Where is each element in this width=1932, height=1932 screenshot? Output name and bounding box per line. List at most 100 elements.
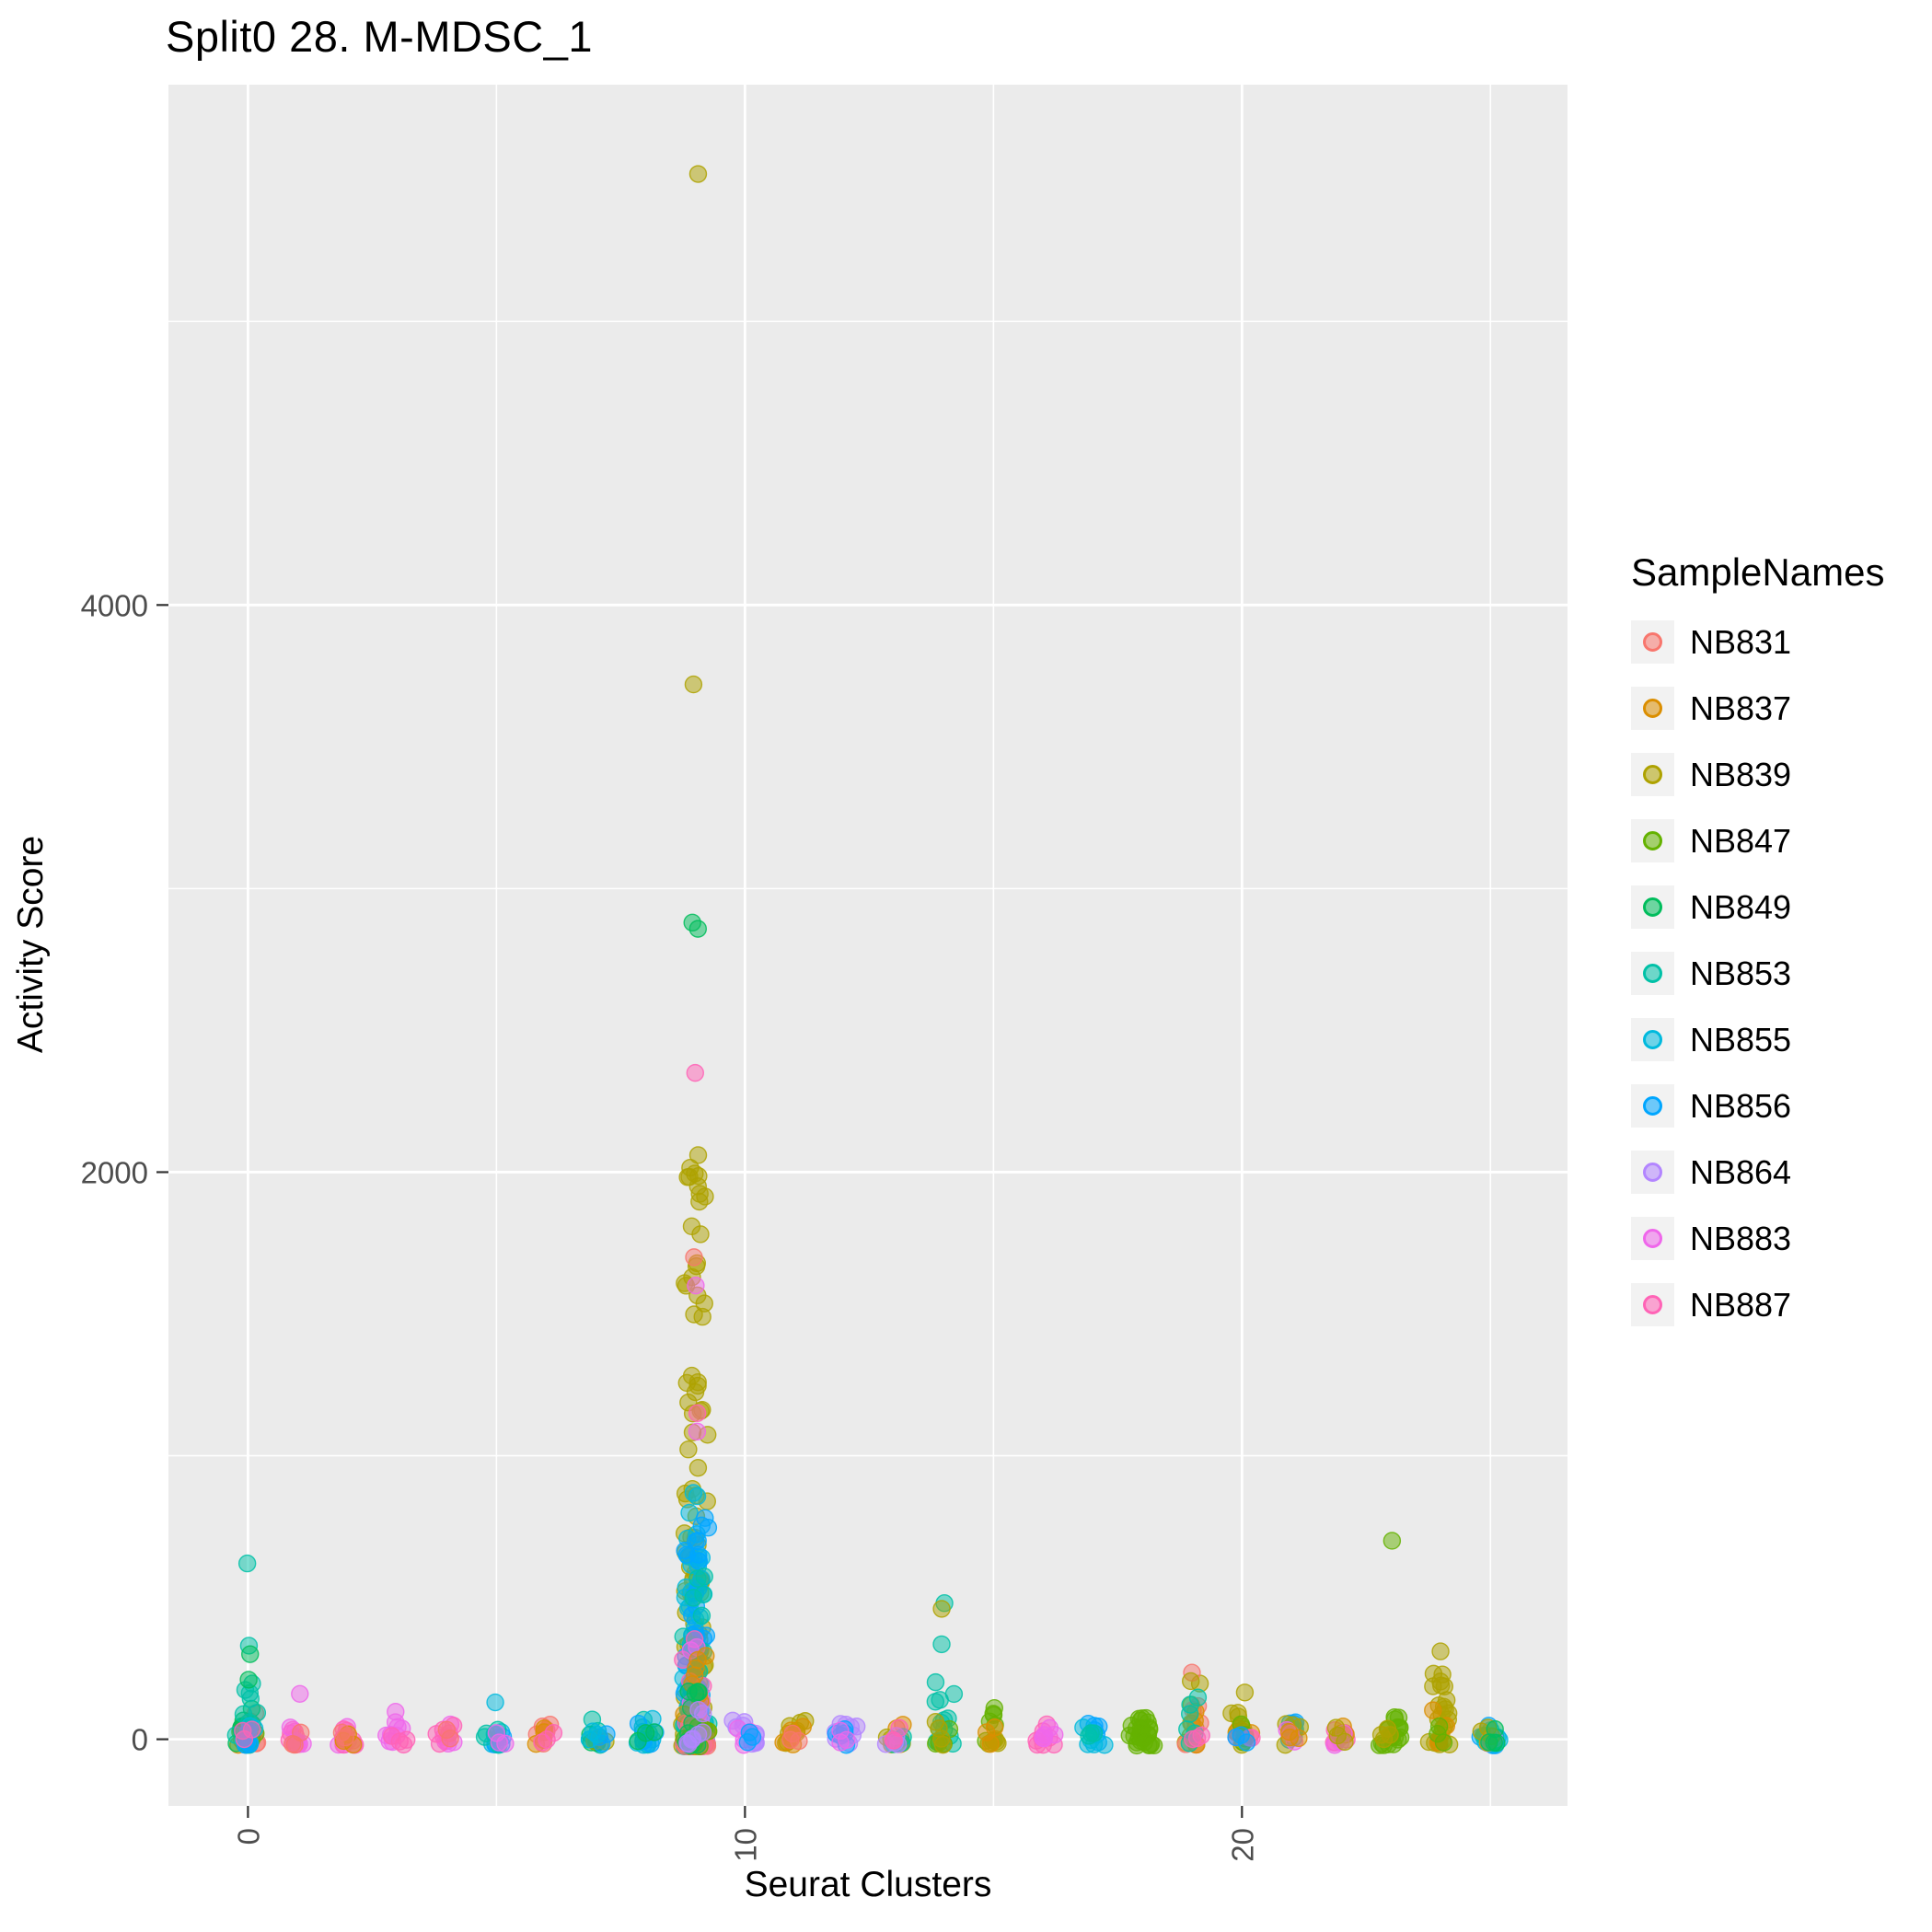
legend-label: NB831 bbox=[1690, 622, 1792, 661]
data-point bbox=[1232, 1726, 1250, 1744]
legend-label: NB849 bbox=[1690, 887, 1792, 926]
data-point bbox=[584, 1722, 602, 1741]
legend-row-NB837: NB837 bbox=[1631, 687, 1884, 730]
legend: SampleNames NB831 NB837 NB839 NB847 NB849 NB8… bbox=[1631, 550, 1884, 1349]
data-point bbox=[688, 920, 708, 938]
legend-key bbox=[1631, 885, 1674, 929]
x-tick-label: 0 bbox=[231, 1828, 265, 1845]
legend-key bbox=[1631, 1283, 1674, 1326]
legend-dot-icon bbox=[1643, 1163, 1662, 1182]
data-point bbox=[332, 1723, 352, 1742]
data-point bbox=[1486, 1719, 1504, 1739]
data-point bbox=[241, 1645, 260, 1663]
data-point bbox=[781, 1730, 800, 1749]
legend-dot-icon bbox=[1643, 632, 1662, 652]
data-point bbox=[487, 1724, 506, 1742]
data-point bbox=[884, 1731, 902, 1750]
data-point bbox=[390, 1732, 409, 1751]
data-point bbox=[689, 1700, 708, 1719]
legend-label: NB839 bbox=[1690, 755, 1792, 793]
data-point bbox=[1429, 1725, 1447, 1743]
legend-dot-icon bbox=[1643, 1096, 1662, 1116]
data-point bbox=[682, 1730, 701, 1749]
data-point bbox=[1183, 1730, 1202, 1749]
data-point bbox=[682, 1217, 701, 1236]
data-point bbox=[1141, 1734, 1161, 1753]
data-point bbox=[932, 1600, 951, 1618]
data-points bbox=[226, 165, 1509, 1756]
data-point bbox=[1424, 1664, 1443, 1683]
data-point bbox=[544, 1723, 563, 1742]
plot-panel bbox=[168, 85, 1568, 1806]
legend-dot-icon bbox=[1643, 765, 1662, 784]
legend-label: NB855 bbox=[1690, 1020, 1792, 1059]
data-point bbox=[926, 1672, 945, 1692]
legend-row-NB864: NB864 bbox=[1631, 1151, 1884, 1194]
data-point bbox=[676, 1541, 694, 1560]
data-point bbox=[689, 1552, 709, 1570]
legend-label: NB856 bbox=[1690, 1086, 1792, 1125]
data-point bbox=[629, 1731, 647, 1751]
x-axis-title: Seurat Clusters bbox=[744, 1865, 992, 1904]
data-point bbox=[686, 1063, 704, 1082]
data-point bbox=[486, 1693, 504, 1712]
y-tick-label: 0 bbox=[132, 1723, 148, 1757]
data-point bbox=[1235, 1683, 1255, 1702]
data-point bbox=[684, 1484, 703, 1502]
legend-label: NB887 bbox=[1690, 1285, 1792, 1324]
legend-key bbox=[1631, 952, 1674, 995]
data-point bbox=[688, 165, 708, 183]
data-point bbox=[981, 1734, 1000, 1753]
legend-dot-icon bbox=[1643, 1030, 1662, 1049]
legend-dot-icon bbox=[1643, 831, 1662, 850]
data-point bbox=[1378, 1719, 1397, 1738]
data-point bbox=[831, 1721, 850, 1741]
data-point bbox=[926, 1693, 945, 1711]
data-point bbox=[932, 1635, 951, 1654]
data-point bbox=[692, 1606, 711, 1625]
y-tick-label: 2000 bbox=[81, 1155, 148, 1189]
data-point bbox=[237, 1554, 257, 1573]
data-point bbox=[1382, 1532, 1402, 1550]
data-point bbox=[695, 1568, 713, 1586]
legend-label: NB837 bbox=[1690, 688, 1792, 727]
data-point bbox=[285, 1735, 304, 1754]
data-point bbox=[685, 1248, 703, 1267]
data-point bbox=[1431, 1642, 1450, 1660]
data-point bbox=[1181, 1672, 1200, 1691]
data-point bbox=[687, 1276, 705, 1295]
data-point bbox=[690, 1192, 709, 1211]
data-point bbox=[688, 1177, 707, 1196]
chart-title: Split0 28. M-MDSC_1 bbox=[166, 12, 593, 61]
legend-label: NB853 bbox=[1690, 954, 1792, 992]
legend-row-NB847: NB847 bbox=[1631, 819, 1884, 862]
legend-key bbox=[1631, 687, 1674, 730]
legend-key bbox=[1631, 620, 1674, 664]
data-point bbox=[645, 1723, 664, 1741]
data-point bbox=[684, 1589, 702, 1607]
legend-dot-icon bbox=[1643, 964, 1662, 983]
legend-row-NB853: NB853 bbox=[1631, 952, 1884, 995]
data-point bbox=[692, 1516, 711, 1535]
legend-title: SampleNames bbox=[1631, 550, 1885, 594]
legend-entries: NB831 NB837 NB839 NB847 NB849 NB853 NB855 NB856… bbox=[1631, 620, 1884, 1326]
legend-row-NB831: NB831 bbox=[1631, 620, 1884, 664]
legend-key bbox=[1631, 1084, 1674, 1128]
axes: 0 2000 4000 0 10 20 bbox=[81, 588, 1260, 1861]
y-axis-title: Activity Score bbox=[11, 835, 51, 1054]
data-point bbox=[684, 675, 703, 694]
data-point bbox=[688, 1459, 708, 1477]
legend-row-NB849: NB849 bbox=[1631, 885, 1884, 929]
legend-row-NB856: NB856 bbox=[1631, 1084, 1884, 1128]
data-point bbox=[1328, 1726, 1347, 1745]
legend-dot-icon bbox=[1643, 897, 1662, 917]
data-point bbox=[932, 1730, 951, 1748]
legend-label: NB864 bbox=[1690, 1152, 1792, 1191]
legend-label: NB847 bbox=[1690, 821, 1792, 860]
data-point bbox=[387, 1703, 405, 1721]
data-point bbox=[679, 1440, 698, 1459]
data-point bbox=[1424, 1701, 1442, 1719]
data-point bbox=[239, 1671, 258, 1689]
